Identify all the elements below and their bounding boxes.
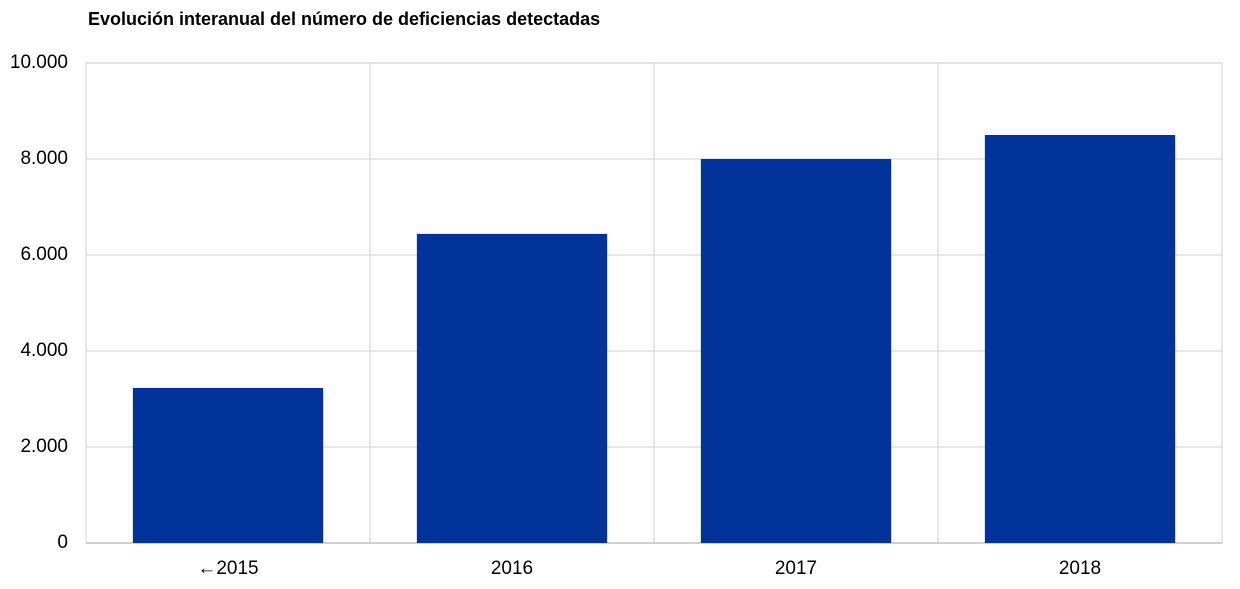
bar (984, 135, 1176, 543)
chart-title: Evolución interanual del número de defic… (88, 9, 600, 29)
x-tick-label: 2018 (1059, 558, 1101, 579)
bar (132, 387, 324, 543)
y-tick-label: 0 (57, 532, 68, 553)
x-tick-label: 2017 (775, 558, 817, 579)
bar (700, 159, 892, 543)
bar (416, 233, 608, 543)
y-tick-label: 10.000 (10, 52, 68, 73)
x-tick-label: 2016 (491, 558, 533, 579)
x-tick-label: ←2015 (197, 558, 258, 579)
y-tick-label: 4.000 (20, 340, 68, 361)
y-tick-label: 6.000 (20, 244, 68, 265)
y-tick-label: 8.000 (20, 148, 68, 169)
y-tick-label: 2.000 (20, 436, 68, 457)
